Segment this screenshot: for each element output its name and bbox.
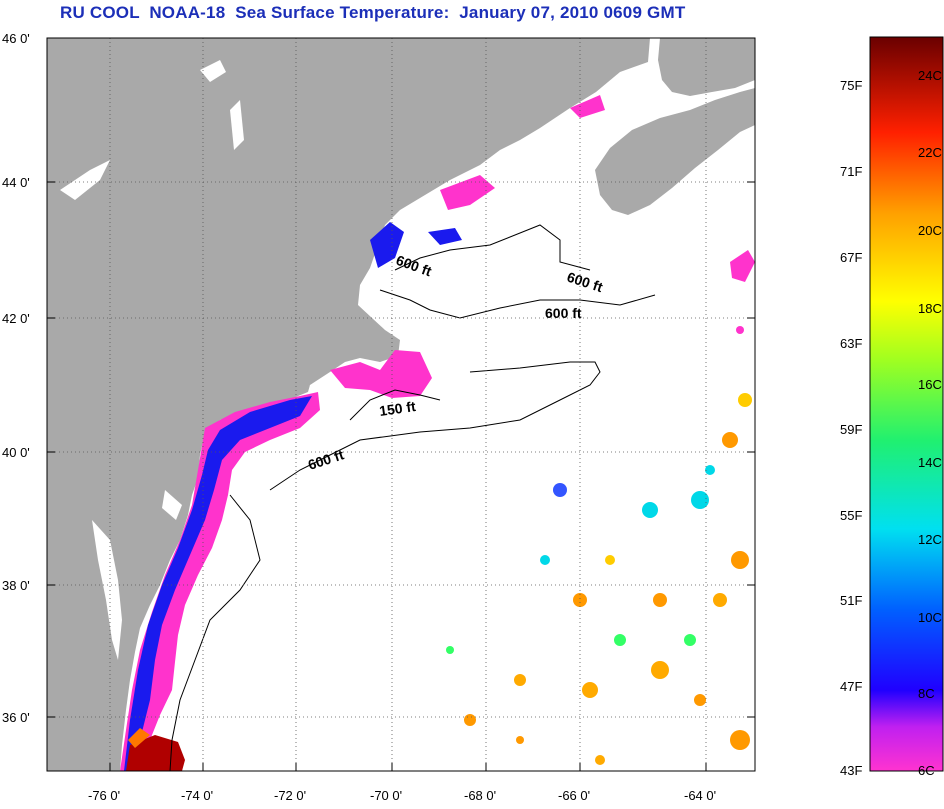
cb-f-55: 55F — [840, 508, 862, 523]
cb-c-14: 14C — [918, 455, 942, 470]
sst-cool-band — [124, 396, 312, 771]
cb-f-75: 75F — [840, 78, 862, 93]
cb-f-43: 43F — [840, 763, 862, 778]
lon-label-76: -76 0' — [88, 788, 120, 803]
lat-label-36: 36 0' — [2, 710, 30, 725]
lat-label-38: 38 0' — [2, 578, 30, 593]
lake-1 — [200, 60, 226, 82]
cb-f-51: 51F — [840, 593, 862, 608]
lon-label-64: -64 0' — [684, 788, 716, 803]
map-frame — [46, 37, 756, 772]
colorbar — [869, 36, 944, 772]
cb-c-10: 10C — [918, 610, 942, 625]
cb-f-59: 59F — [840, 422, 862, 437]
lon-label-70: -70 0' — [370, 788, 402, 803]
cb-f-71: 71F — [840, 164, 862, 179]
land-us-coast — [47, 38, 650, 771]
lat-label-44: 44 0' — [2, 175, 30, 190]
bathymetry-contours — [169, 224, 656, 771]
chesapeake-bay — [92, 520, 122, 660]
cb-f-63: 63F — [840, 336, 862, 351]
axis-ticks — [47, 181, 755, 771]
sst-warm-fringe — [128, 728, 150, 748]
cb-c-24: 24C — [918, 68, 942, 83]
lon-label-74: -74 0' — [181, 788, 213, 803]
sst-patch-nova — [570, 95, 605, 118]
cb-c-18: 18C — [918, 301, 942, 316]
sst-cold-band — [120, 392, 320, 771]
cb-c-8: 8C — [918, 686, 935, 701]
map-title: RU COOL NOAA-18 Sea Surface Temperature:… — [60, 3, 686, 22]
sst-patch-maine-1 — [440, 175, 495, 210]
delaware-bay — [162, 490, 182, 520]
lake-2 — [230, 100, 244, 150]
contour-label-georges: 600 ft — [545, 305, 582, 321]
sst-patch-maine-2 — [370, 222, 404, 268]
lat-label-42: 42 0' — [2, 311, 30, 326]
lat-label-40: 40 0' — [2, 445, 30, 460]
cb-f-47: 47F — [840, 679, 862, 694]
cb-c-20: 20C — [918, 223, 942, 238]
lon-label-72: -72 0' — [274, 788, 306, 803]
sst-patch-maine-3 — [428, 228, 462, 245]
lat-label-46: 46 0' — [2, 31, 30, 46]
sst-patch-cape-cod — [330, 350, 432, 398]
contour-label-150: 150 ft — [378, 398, 417, 419]
land-nova-scotia — [595, 88, 755, 215]
land-canada-north — [658, 38, 755, 96]
cb-f-67: 67F — [840, 250, 862, 265]
cb-c-22: 22C — [918, 145, 942, 160]
cb-c-6: 6C — [918, 763, 935, 778]
lon-label-66: -66 0' — [558, 788, 590, 803]
cb-c-12: 12C — [918, 532, 942, 547]
sst-patch-east — [730, 250, 755, 282]
cb-c-16: 16C — [918, 377, 942, 392]
lon-label-68: -68 0' — [464, 788, 496, 803]
lake-3 — [60, 160, 110, 200]
